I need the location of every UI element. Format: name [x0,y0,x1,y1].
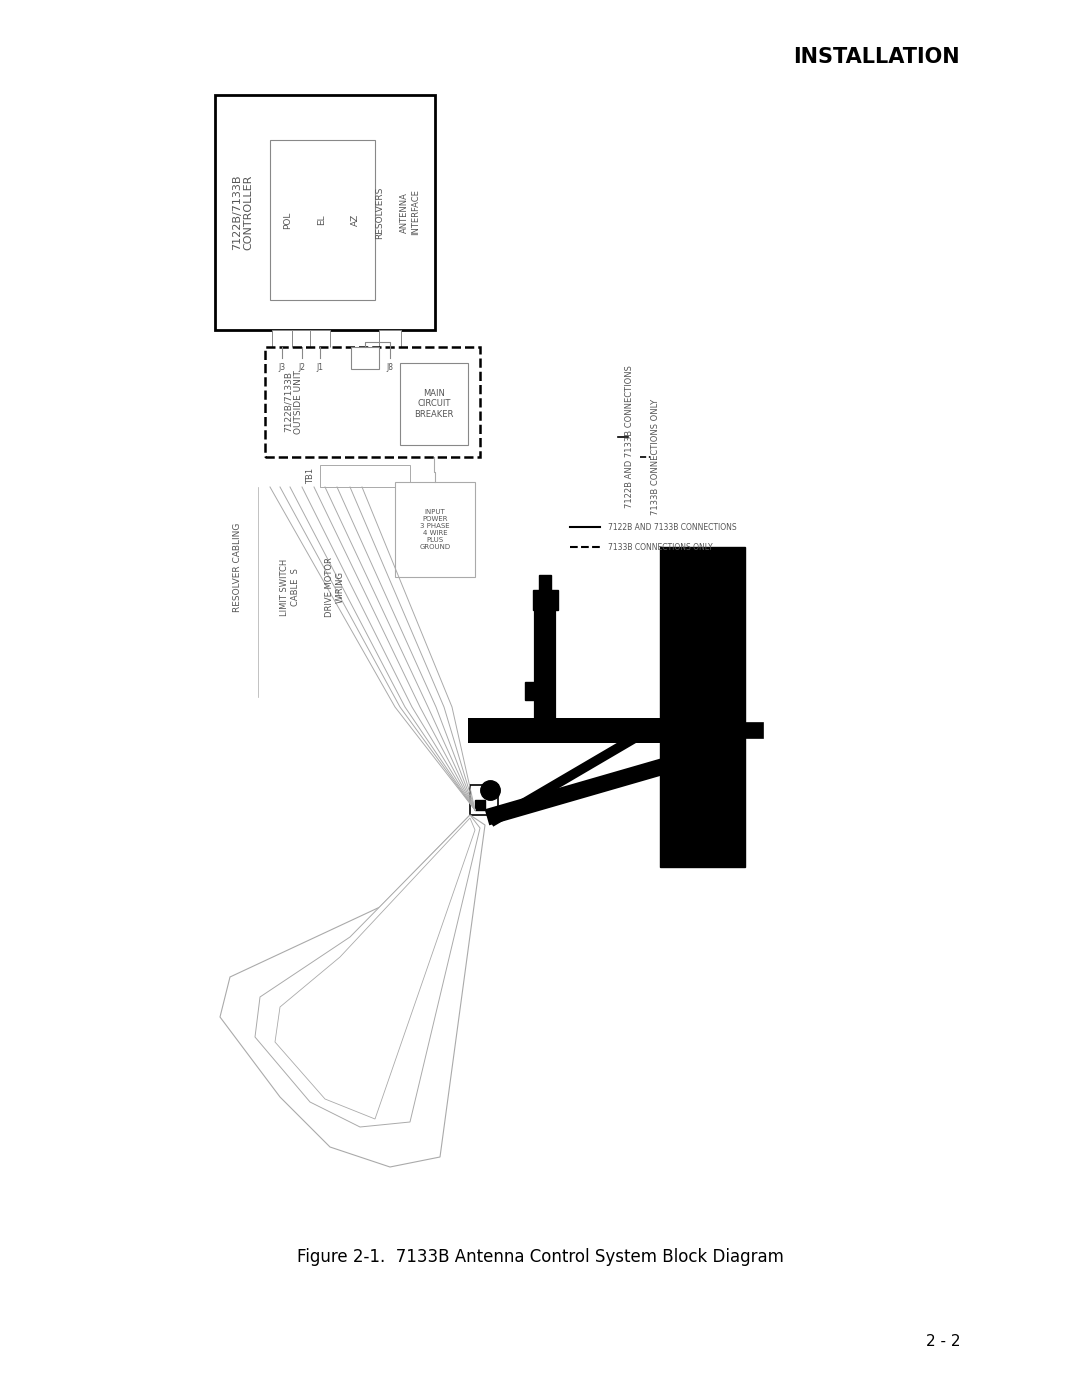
Text: 7122B/7133B
OUTSIDE UNIT: 7122B/7133B OUTSIDE UNIT [283,370,302,434]
Text: 7133B CONNECTIONS ONLY: 7133B CONNECTIONS ONLY [650,400,660,515]
Text: J1: J1 [316,363,324,372]
Text: TB1: TB1 [306,468,315,485]
Text: 2 - 2: 2 - 2 [926,1334,960,1350]
Text: ANTENNA
INTERFACE: ANTENNA INTERFACE [401,190,420,236]
Text: AZ: AZ [351,214,360,226]
Text: 7122B AND 7133B CONNECTIONS: 7122B AND 7133B CONNECTIONS [625,366,635,509]
Text: J8: J8 [387,363,393,372]
Bar [534,590,558,610]
Bar [320,465,410,488]
Text: Figure 2-1.  7133B Antenna Control System Block Diagram: Figure 2-1. 7133B Antenna Control System… [297,1248,783,1266]
Bar [270,140,375,300]
Text: MAIN
CIRCUIT
BREAKER: MAIN CIRCUIT BREAKER [415,390,454,419]
Bar [395,482,475,577]
Polygon shape [220,814,485,1166]
Text: POL: POL [283,211,293,229]
Bar [525,682,545,700]
Bar [351,346,379,369]
Polygon shape [255,814,480,1127]
Bar [400,363,468,446]
Bar [475,800,485,810]
Text: DRIVE MOTOR
WIRING: DRIVE MOTOR WIRING [325,557,345,617]
Text: RESOLVER CABLING: RESOLVER CABLING [233,522,243,612]
Bar [539,576,551,590]
Text: 7122B/7133B
CONTROLLER: 7122B/7133B CONTROLLER [232,175,254,250]
Text: J2: J2 [298,363,306,372]
Text: INSTALLATION: INSTALLATION [794,47,960,67]
Bar [215,95,435,330]
Bar [292,330,312,358]
Text: EL: EL [318,215,326,225]
Bar [265,346,480,457]
Text: RESOLVERS: RESOLVERS [376,186,384,239]
Text: LIMIT SWITCH
CABLE  S: LIMIT SWITCH CABLE S [281,559,300,616]
Bar [470,785,498,814]
Polygon shape [275,819,475,1119]
Text: INPUT
POWER
3 PHASE
4 WIRE
PLUS
GROUND: INPUT POWER 3 PHASE 4 WIRE PLUS GROUND [419,509,450,550]
Text: 7122B AND 7133B CONNECTIONS: 7122B AND 7133B CONNECTIONS [608,522,737,531]
Bar [379,330,401,358]
Text: 7133B CONNECTIONS ONLY: 7133B CONNECTIONS ONLY [608,542,713,552]
Bar [660,548,745,868]
Text: J3: J3 [279,363,285,372]
Bar [310,330,330,358]
Bar [272,330,292,358]
